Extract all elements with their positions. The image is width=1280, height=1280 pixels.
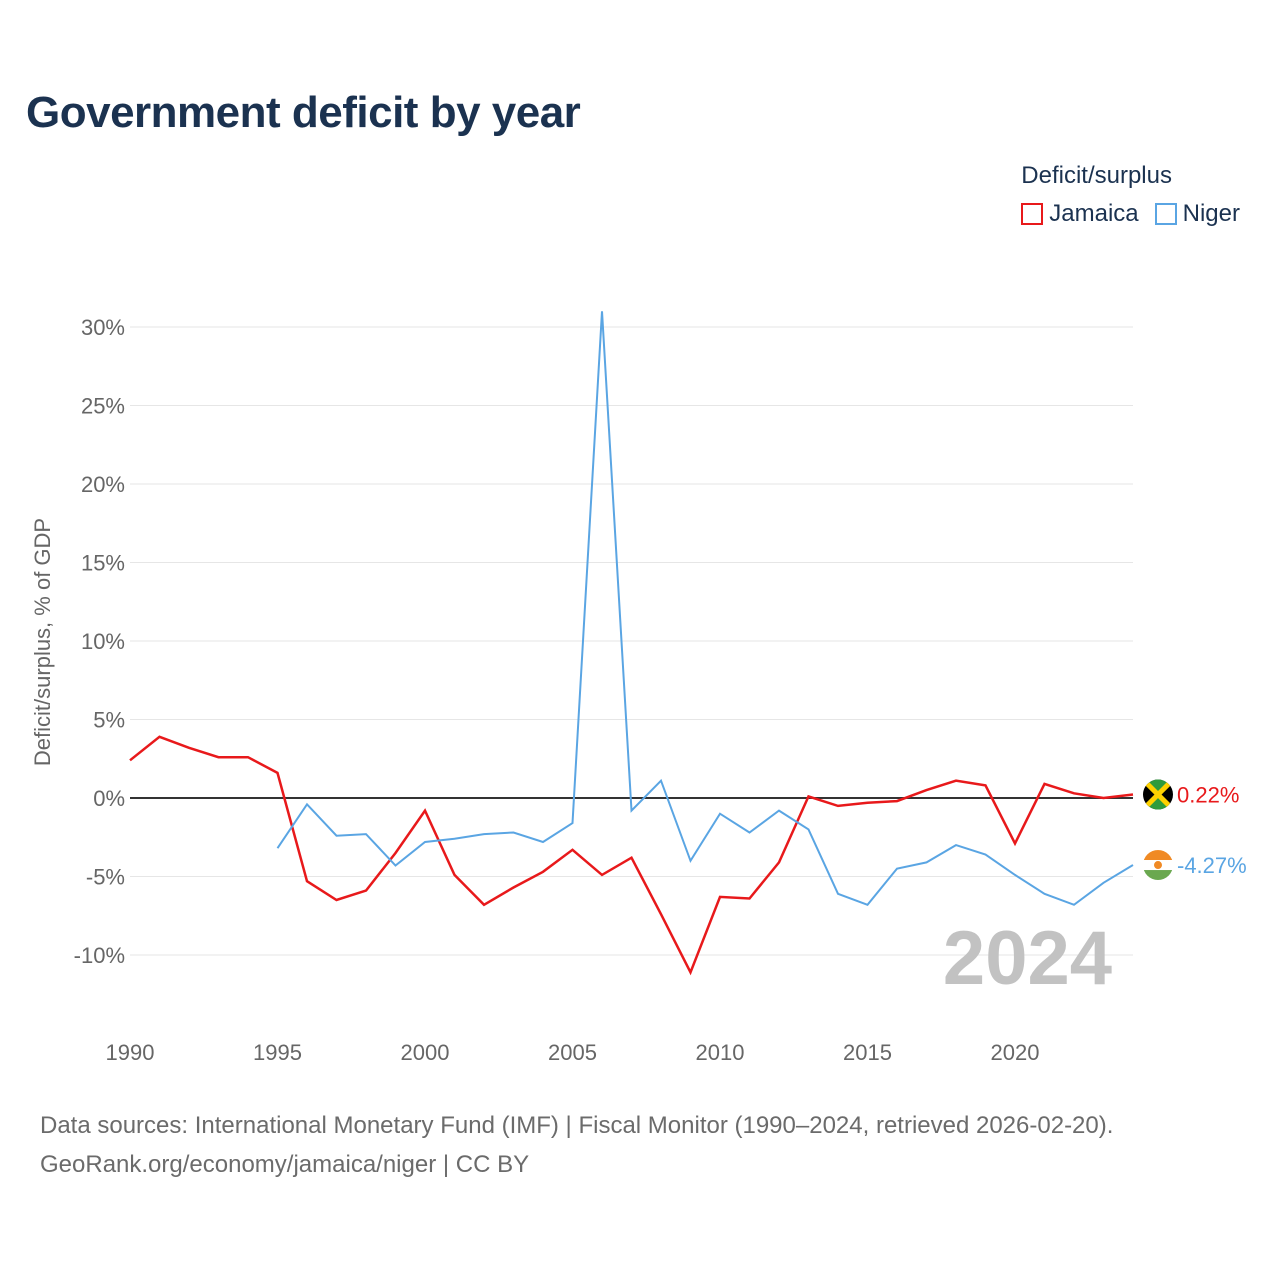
legend-swatch-jamaica: [1021, 203, 1044, 225]
y-axis-label: Deficit/surplus, % of GDP: [30, 518, 55, 766]
x-tick-label: 1995: [253, 1040, 302, 1065]
y-tick-label: 15%: [81, 551, 125, 576]
series-line-niger: [276, 311, 1134, 906]
legend-title: Deficit/surplus: [1021, 162, 1172, 189]
series-line-jamaica: [129, 735, 1134, 976]
legend-swatch-niger: [1154, 203, 1177, 225]
chart-title: Government deficit by year: [26, 88, 581, 137]
y-tick-label: 30%: [81, 315, 125, 340]
niger-flag-icon: [1143, 850, 1173, 881]
source-line-1: Data sources: International Monetary Fun…: [40, 1112, 1114, 1139]
x-tick-label: 2000: [401, 1040, 450, 1065]
x-tick-label: 2005: [548, 1040, 597, 1065]
legend-label-niger: Niger: [1182, 200, 1240, 227]
legend-item-niger[interactable]: Niger: [1154, 200, 1240, 228]
source-line-2: GeoRank.org/economy/jamaica/niger | CC B…: [40, 1151, 530, 1178]
source-note: Data sources: International Monetary Fun…: [40, 1106, 1113, 1184]
y-tick-label: 20%: [81, 472, 125, 497]
legend-label-jamaica: Jamaica: [1049, 200, 1139, 227]
end-label-jamaica: 0.22%: [1177, 783, 1239, 808]
x-tick-label: 2015: [843, 1040, 892, 1065]
legend-item-jamaica[interactable]: Jamaica: [1021, 200, 1139, 228]
jamaica-flag-icon: [1143, 779, 1173, 810]
y-tick-label: 25%: [81, 394, 125, 419]
end-label-niger: -4.27%: [1177, 853, 1247, 878]
y-tick-label: -5%: [86, 865, 125, 890]
y-tick-label: 0%: [93, 786, 125, 811]
y-tick-label: -10%: [74, 943, 125, 968]
year-watermark: 2024: [943, 916, 1112, 1001]
legend: Deficit/surplus Jamaica Niger: [1021, 162, 1240, 228]
x-tick-label: 2020: [991, 1040, 1040, 1065]
y-tick-label: 5%: [93, 708, 125, 733]
x-tick-label: 1990: [106, 1040, 155, 1065]
x-tick-label: 2010: [696, 1040, 745, 1065]
y-tick-label: 10%: [81, 629, 125, 654]
